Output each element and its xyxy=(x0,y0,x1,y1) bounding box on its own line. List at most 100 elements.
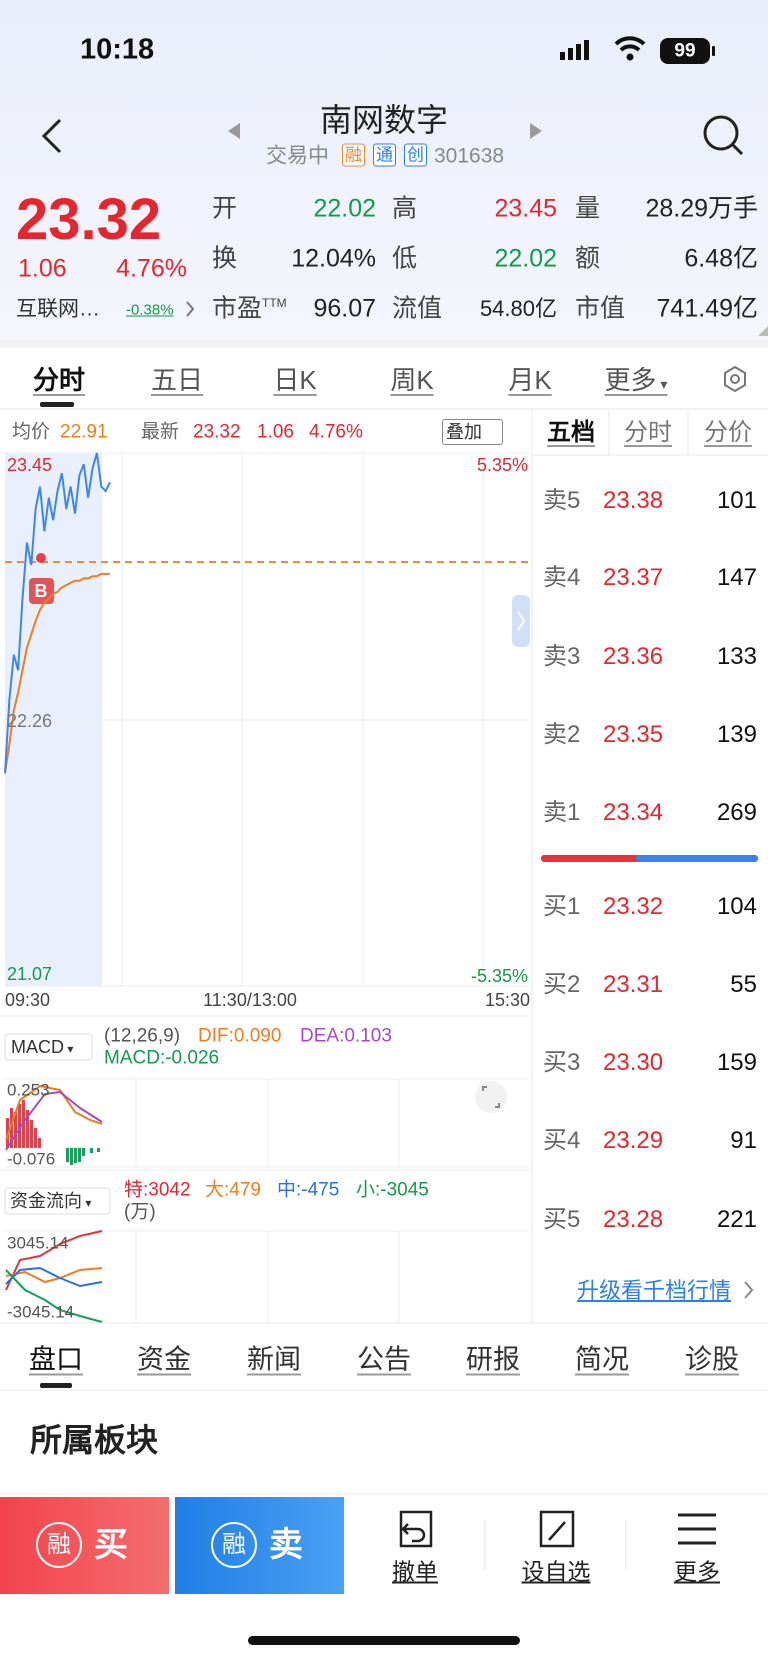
flow-top: 3045.14 xyxy=(7,1233,69,1253)
ask-strength xyxy=(541,855,641,862)
tab-indicator xyxy=(40,1383,72,1388)
flow-super xyxy=(5,1230,103,1291)
detail-tab[interactable]: 诊股 xyxy=(685,1344,739,1375)
y-tick-label: 21.07 xyxy=(7,964,53,984)
overlay-btn[interactable]: 叠加 xyxy=(442,419,503,445)
upgrade-link[interactable]: 升级看千档行情 xyxy=(576,1278,731,1303)
pct-top: 5.35% xyxy=(476,455,528,475)
macd-dif: DIF:0.090 xyxy=(198,1025,282,1047)
stat-value: 22.02 xyxy=(313,194,376,223)
stat-label: 市盈TTM xyxy=(212,294,287,323)
flow-small xyxy=(5,1269,103,1323)
expand-tab[interactable] xyxy=(512,595,530,647)
flow-grid xyxy=(5,1230,530,1324)
chart-tab[interactable]: 更多 ▾ xyxy=(604,365,668,395)
settings-icon[interactable] xyxy=(724,365,746,393)
sector-change[interactable]: -0.38% xyxy=(126,301,174,319)
book-label: 买4 xyxy=(543,1127,581,1154)
chart-tab[interactable]: 五日 xyxy=(150,365,204,395)
trade-marker: B xyxy=(34,581,48,601)
flow-bottom: -3045.14 xyxy=(7,1302,75,1322)
stat-value: 22.02 xyxy=(494,244,557,273)
detail-tab[interactable]: 研报 xyxy=(466,1344,520,1375)
stat-value: 12.04% xyxy=(291,244,376,273)
book-volume: 221 xyxy=(716,1206,757,1233)
book-label: 卖4 xyxy=(543,564,581,591)
stat-value: 54.80亿 xyxy=(479,296,557,321)
sell-button[interactable] xyxy=(175,1497,344,1594)
chart-tab[interactable]: 日K xyxy=(273,365,317,395)
book-volume: 147 xyxy=(716,564,757,591)
signal-icon xyxy=(560,40,589,60)
home-indicator xyxy=(248,1636,520,1645)
action-label[interactable]: 更多 xyxy=(674,1558,720,1585)
action-label[interactable]: 撤单 xyxy=(392,1558,438,1585)
flow-small: 小:-3045 xyxy=(356,1179,429,1201)
pct-bottom: -5.35% xyxy=(470,966,528,986)
book-price: 23.34 xyxy=(603,799,664,826)
chart-tab[interactable]: 月K xyxy=(508,365,552,395)
flow-selector[interactable]: 资金流向 ▾ xyxy=(10,1191,92,1211)
detail-tab[interactable]: 盘口 xyxy=(29,1344,83,1375)
stat-label: 开 xyxy=(212,194,238,223)
book-tab[interactable]: 分时 xyxy=(624,419,672,446)
book-label: 买3 xyxy=(543,1049,581,1076)
fullscreen-btn[interactable] xyxy=(475,1081,507,1113)
search-icon[interactable] xyxy=(703,115,739,151)
badge-ring xyxy=(36,1522,82,1568)
detail-tab[interactable]: 资金 xyxy=(137,1344,191,1375)
dea-line xyxy=(5,1090,103,1151)
book-price: 23.32 xyxy=(603,893,664,920)
latest-value: 23.32 xyxy=(193,421,241,443)
book-label: 卖3 xyxy=(543,643,581,670)
book-volume: 159 xyxy=(716,1049,757,1076)
stat-value: 23.45 xyxy=(494,194,557,223)
latest-pct: 4.76% xyxy=(309,421,363,443)
cancel-icon[interactable] xyxy=(399,1510,433,1548)
next-stock[interactable] xyxy=(530,123,542,139)
more-icon[interactable] xyxy=(678,1513,716,1545)
buy-button[interactable] xyxy=(0,1497,169,1594)
badge: 创 xyxy=(404,143,427,167)
book-volume: 269 xyxy=(716,799,757,826)
stat-label: 量 xyxy=(575,194,601,223)
book-volume: 139 xyxy=(716,721,757,748)
tab-indicator xyxy=(40,402,74,407)
chart-grid xyxy=(5,452,530,987)
detail-tab[interactable]: 公告 xyxy=(357,1344,411,1375)
detail-tab[interactable]: 简况 xyxy=(575,1344,629,1375)
book-volume: 55 xyxy=(730,971,757,998)
buy-label[interactable]: 买 xyxy=(94,1526,128,1564)
prev-stock[interactable] xyxy=(228,123,240,139)
book-price: 23.38 xyxy=(603,487,664,514)
fullscreen-icon xyxy=(482,1086,500,1108)
chart-tab[interactable]: 周K xyxy=(390,365,434,395)
book-volume: 104 xyxy=(716,893,757,920)
avg-line xyxy=(4,572,110,774)
macd-selector[interactable]: MACD ▾ xyxy=(11,1037,74,1057)
action-label[interactable]: 设自选 xyxy=(521,1558,591,1585)
chevron xyxy=(186,301,195,317)
stat-sup: TTM xyxy=(262,296,287,311)
sell-label[interactable]: 卖 xyxy=(269,1526,303,1564)
back-icon[interactable] xyxy=(41,118,62,154)
book-tab[interactable]: 五档 xyxy=(547,419,595,446)
macd-green-bars xyxy=(66,1148,100,1165)
battery-icon xyxy=(660,38,710,64)
corner xyxy=(758,326,768,336)
stat-label: 流值 xyxy=(392,294,443,323)
margin-badge: 融 xyxy=(222,1531,246,1558)
flow-selector-box[interactable] xyxy=(4,1187,111,1215)
battery-tip xyxy=(712,46,715,56)
book-price: 23.30 xyxy=(603,1049,664,1076)
search-handle xyxy=(731,143,744,156)
detail-tab[interactable]: 新闻 xyxy=(247,1344,301,1375)
chart-tab[interactable]: 分时 xyxy=(32,365,86,395)
book-tab[interactable]: 分价 xyxy=(704,419,752,446)
macd-selector-box[interactable] xyxy=(4,1033,93,1061)
watchlist-icon[interactable] xyxy=(539,1510,575,1548)
macd-top: 0.253 xyxy=(7,1080,50,1100)
flow-super: 特:3042 xyxy=(124,1179,191,1201)
trade-dot xyxy=(36,553,46,563)
